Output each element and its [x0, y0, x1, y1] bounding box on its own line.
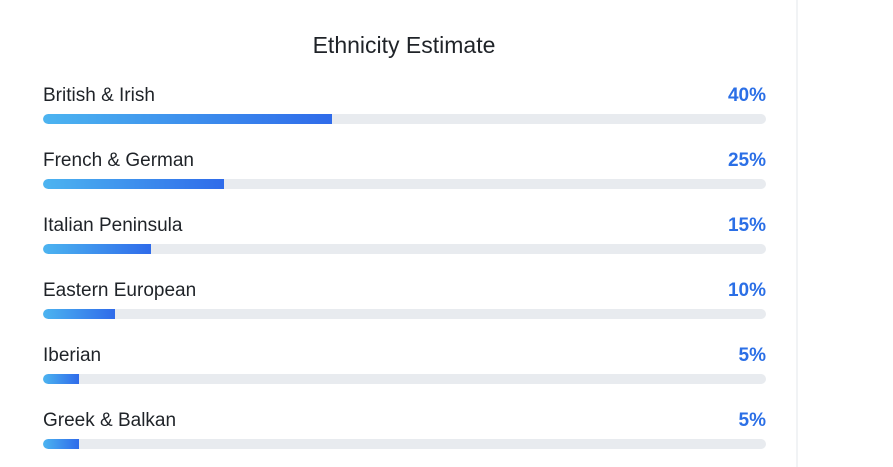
- progress-track: [43, 244, 766, 254]
- progress-track: [43, 179, 766, 189]
- region-label: Iberian: [43, 345, 102, 366]
- region-percent: 10%: [727, 280, 766, 301]
- region-row-french-german: French & German 25%: [43, 150, 766, 190]
- region-row-british-irish: British & Irish 40%: [43, 85, 766, 125]
- progress-track: [43, 309, 766, 319]
- region-row-greek-balkan: Greek & Balkan 5%: [43, 410, 766, 450]
- progress-fill: [43, 374, 80, 384]
- region-label: French & German: [43, 150, 194, 171]
- region-label: British & Irish: [43, 85, 155, 106]
- progress-track: [43, 439, 766, 449]
- region-label: Greek & Balkan: [43, 410, 177, 431]
- progress-track: [43, 114, 766, 124]
- region-label: Eastern European: [43, 280, 197, 301]
- region-percent: 40%: [727, 85, 766, 106]
- progress-fill: [43, 244, 152, 254]
- progress-fill: [43, 309, 116, 319]
- region-row-italian-peninsula: Italian Peninsula 15%: [43, 215, 766, 255]
- progress-track: [43, 374, 766, 384]
- region-percent: 5%: [738, 410, 766, 431]
- ethnicity-estimate-card: Ethnicity Estimate British & Irish 40% F…: [43, 32, 766, 450]
- region-percent: 5%: [738, 345, 766, 366]
- progress-fill: [43, 439, 80, 449]
- region-row-eastern-european: Eastern European 10%: [43, 280, 766, 320]
- progress-fill: [43, 179, 224, 189]
- panel-divider: [796, 0, 798, 467]
- region-percent: 15%: [727, 215, 766, 236]
- panel-title: Ethnicity Estimate: [312, 32, 496, 58]
- region-label: Italian Peninsula: [43, 215, 183, 236]
- region-row-iberian: Iberian 5%: [43, 345, 766, 385]
- region-percent: 25%: [727, 150, 766, 171]
- progress-fill: [43, 114, 333, 124]
